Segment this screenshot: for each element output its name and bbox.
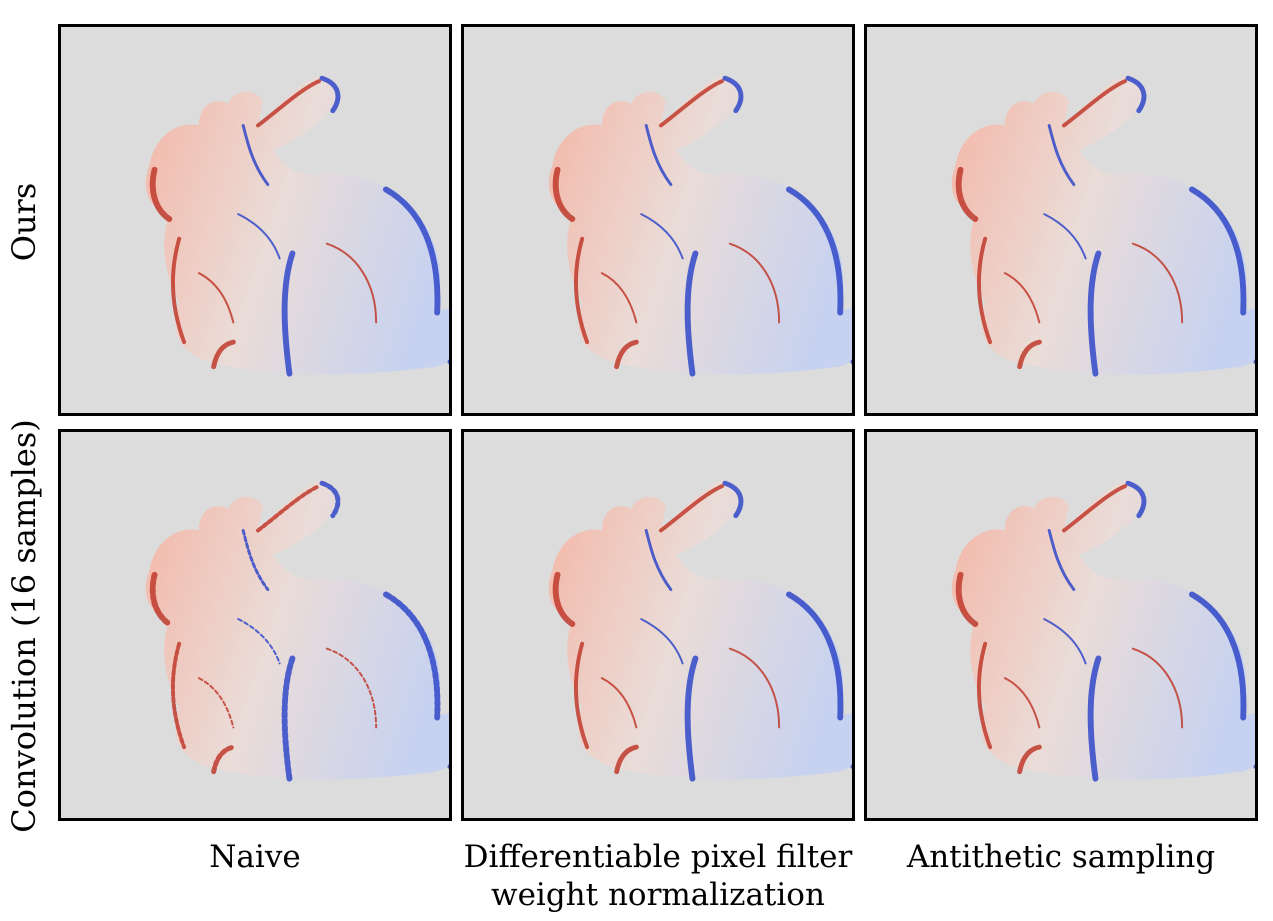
column-label-antithetic: Antithetic sampling	[861, 838, 1261, 876]
bunny-visualization	[145, 75, 449, 377]
image-ours-pixel-filter	[461, 24, 855, 416]
image-ours-naive	[58, 24, 452, 416]
column-label-naive: Naive	[55, 838, 455, 876]
image-convolution-naive	[58, 429, 452, 821]
column-label-line: Antithetic sampling	[906, 839, 1216, 875]
image-ours-antithetic	[864, 24, 1258, 416]
image-convolution-antithetic	[864, 429, 1258, 821]
bunny-visualization	[951, 480, 1255, 782]
row-label-ours: Ours	[5, 182, 43, 262]
column-label-pixel-filter: Differentiable pixel filter weight norma…	[458, 838, 858, 914]
column-label-line: Differentiable pixel filter	[463, 839, 853, 875]
bunny-visualization	[548, 75, 852, 377]
bunny-visualization	[951, 75, 1255, 377]
column-label-line: Naive	[209, 839, 301, 875]
row-label-convolution: Convolution (16 samples)	[5, 419, 43, 833]
column-label-line: weight normalization	[491, 877, 825, 913]
image-convolution-pixel-filter	[461, 429, 855, 821]
bunny-visualization	[548, 480, 852, 782]
bunny-visualization	[145, 480, 449, 782]
